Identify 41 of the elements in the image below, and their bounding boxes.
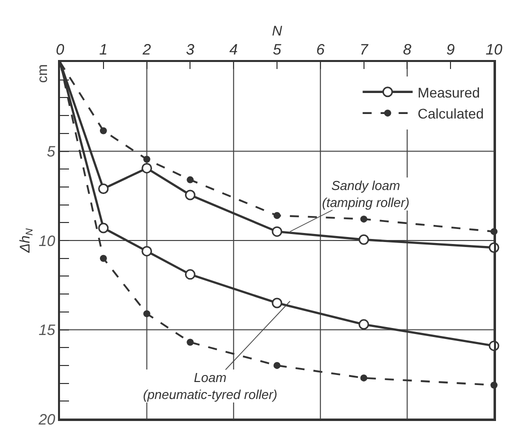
y-tick-label: 5	[46, 144, 56, 160]
point	[98, 222, 109, 234]
point	[272, 226, 282, 237]
point	[100, 127, 107, 134]
point	[142, 246, 152, 256]
annotation: Sandy loam (tamping roller)	[322, 178, 410, 210]
legend-label: Calculated	[418, 106, 484, 122]
text: cm	[34, 64, 50, 83]
point	[274, 362, 280, 369]
x-tick-label: 1	[99, 41, 108, 58]
point	[98, 183, 109, 194]
x-tick-label: 7	[360, 41, 369, 58]
y-tick-label: 10	[38, 232, 56, 250]
legend-label: Measured	[418, 84, 480, 100]
x-tick-label: 8	[403, 41, 412, 58]
point	[142, 162, 152, 174]
point	[360, 216, 368, 223]
x-tick-label: 6	[316, 41, 326, 58]
point	[186, 338, 194, 346]
point	[272, 298, 282, 308]
x-tick-label: 0	[56, 41, 65, 58]
y-tick-label: 20	[38, 411, 56, 428]
point	[360, 374, 368, 382]
point	[143, 156, 150, 163]
point	[274, 212, 280, 220]
annotation: Loam (pneumatic-tyred roller)	[143, 370, 278, 402]
x-tick-label: 9	[446, 41, 456, 58]
point	[358, 319, 370, 330]
point	[143, 310, 150, 318]
point	[358, 234, 370, 245]
x-tick-label: 3	[186, 41, 196, 58]
point	[184, 269, 196, 280]
x-axis-title: N	[272, 22, 283, 38]
point	[184, 190, 196, 200]
x-tick-label: 10	[486, 41, 503, 58]
x-tick-label: 2	[142, 41, 152, 58]
point	[186, 176, 194, 184]
x-tick-label: 5	[272, 41, 282, 58]
point	[100, 254, 107, 262]
y-tick-label: 15	[38, 322, 56, 339]
x-tick-label: 4	[229, 41, 238, 58]
